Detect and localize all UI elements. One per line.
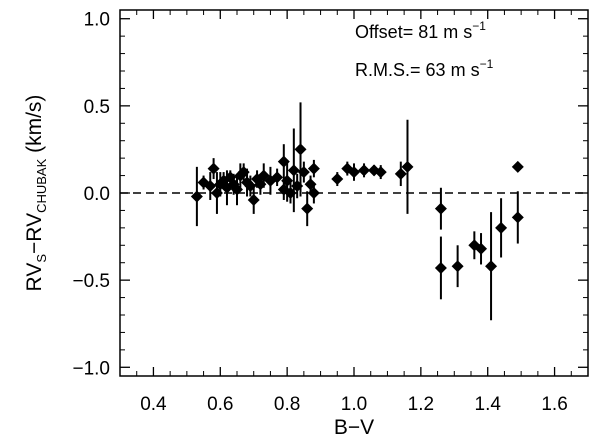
rms-label: R.M.S.= — [355, 60, 421, 80]
x-tick-label: 0.8 — [274, 394, 300, 415]
rms-annotation: R.M.S.= 63 m s−1 — [355, 57, 494, 80]
y-tick-label: 0.5 — [84, 97, 110, 118]
data-point-diamond — [331, 173, 344, 186]
data-point-diamond — [485, 260, 498, 273]
data-point-diamond — [451, 260, 464, 273]
data-point-diamond — [358, 164, 371, 177]
data-point-diamond — [294, 143, 307, 156]
data-point-diamond — [495, 221, 508, 234]
data-point-diamond — [434, 261, 447, 274]
data-point-diamond — [374, 166, 387, 179]
data-point-diamond — [190, 190, 203, 203]
data-point-diamond — [434, 202, 447, 215]
data-point-diamond — [247, 193, 260, 206]
data-point-diamond — [301, 202, 314, 215]
y-tick-label: 0.0 — [84, 184, 110, 205]
offset-unit-exponent: −1 — [472, 19, 486, 33]
data-points — [190, 102, 524, 321]
y-label-unit: (km/s) — [23, 95, 46, 159]
y-tick-label: −1.0 — [72, 358, 110, 379]
y-label-sub-2: CHUBAK — [34, 158, 49, 213]
x-tick-label: 1.4 — [475, 394, 502, 415]
y-label-part-2: −RV — [23, 213, 46, 254]
x-tick-label: 1.6 — [541, 394, 567, 415]
offset-unit: m s — [443, 22, 472, 42]
data-point-diamond — [297, 166, 310, 179]
rms-value: 63 — [426, 60, 446, 80]
x-tick-label: 0.4 — [140, 394, 167, 415]
data-point-diamond — [394, 167, 407, 180]
data-point-diamond — [307, 162, 320, 175]
y-axis-label: RVS−RVCHUBAK (km/s) — [23, 95, 49, 292]
data-point-diamond — [204, 180, 217, 193]
data-point-diamond — [475, 242, 488, 255]
data-point-diamond — [271, 171, 284, 184]
data-point-diamond — [287, 164, 300, 177]
x-tick-label: 1.2 — [408, 394, 434, 415]
y-tick-label: −0.5 — [72, 271, 110, 292]
data-point-diamond — [511, 160, 524, 173]
data-point-diamond — [401, 160, 414, 173]
y-tick-label: 1.0 — [84, 10, 110, 31]
y-label-part-1: RV — [23, 263, 46, 292]
rms-unit-exponent: −1 — [480, 57, 494, 71]
data-point-diamond — [511, 211, 524, 224]
offset-label: Offset= — [355, 22, 413, 42]
x-tick-label: 1.0 — [341, 394, 367, 415]
axis-ticks: 0.4 0.6 0.8 1.0 1.2 1.4 1.6 −1.0 −0.5 0.0 0.5 1.0 — [72, 10, 588, 415]
y-label-sub-1: S — [34, 254, 49, 263]
data-point-diamond — [307, 187, 320, 199]
x-axis-label: B−V — [334, 416, 374, 439]
offset-value: 81 — [418, 22, 438, 42]
data-point-diamond — [207, 162, 220, 175]
x-tick-label: 0.6 — [207, 394, 233, 415]
data-point-diamond — [348, 166, 360, 179]
offset-annotation: Offset= 81 m s−1 — [355, 19, 486, 42]
rms-unit: m s — [451, 60, 480, 80]
